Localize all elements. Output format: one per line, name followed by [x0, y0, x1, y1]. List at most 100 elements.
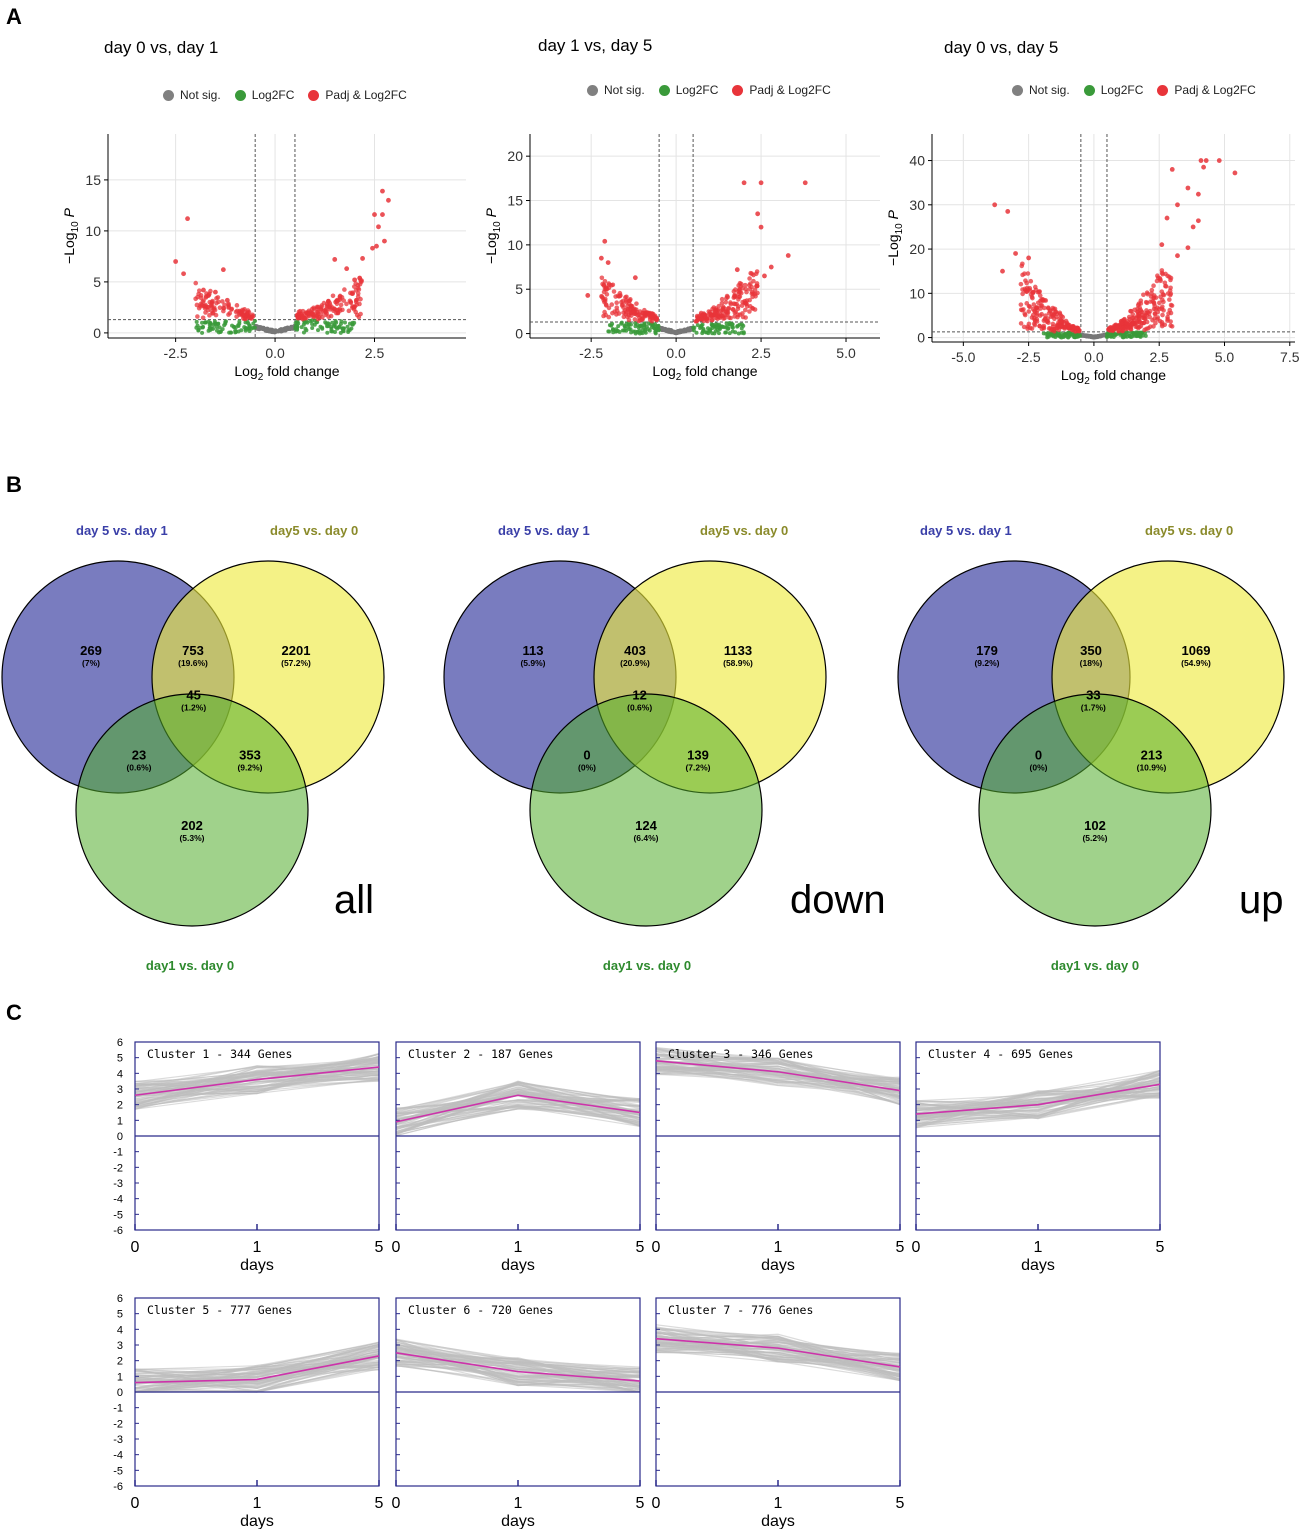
- padj-point: [196, 305, 202, 311]
- padj-point: [209, 308, 214, 314]
- legend-label: Padj & Log2FC: [1174, 83, 1256, 97]
- mean-profile-line: [395, 1094, 641, 1123]
- cluster-title: Cluster 1 - 344 Genes: [147, 1047, 292, 1061]
- padj-point: [1141, 320, 1147, 326]
- padj-point: [742, 307, 748, 313]
- volcano-plot-day0-day5: 0 10 20 30 40 -5.0 -2.5 0.0 2.5 5.0 7.5 Log2 fold c…: [885, 134, 1300, 387]
- padj-point: [758, 180, 764, 186]
- log2fc-point: [237, 321, 242, 326]
- padj-point: [1120, 325, 1126, 331]
- not-sig-point: [686, 327, 691, 332]
- venn-region-count: 1069: [1182, 643, 1211, 658]
- y-tick-label: 0: [93, 325, 101, 341]
- log2fc-point: [310, 326, 315, 331]
- padj-point: [1026, 321, 1032, 327]
- padj-point: [610, 282, 616, 288]
- padj-point: [234, 303, 240, 308]
- not-sig-point: [284, 327, 289, 332]
- padj-point: [229, 306, 235, 312]
- padj-point: [751, 278, 756, 284]
- y-tick-label: 5: [515, 281, 523, 297]
- padj-point: [1139, 309, 1145, 315]
- log2fc-point: [293, 320, 298, 325]
- padj-point: [747, 309, 752, 314]
- padj-point: [1141, 292, 1146, 298]
- cluster-title: Cluster 6 - 720 Genes: [408, 1303, 553, 1317]
- legend-label: Log2FC: [1100, 83, 1144, 97]
- y-tick-label: 30: [909, 197, 925, 213]
- y-tick-label: 20: [909, 241, 925, 257]
- log2fc-point: [196, 327, 201, 332]
- not-sig-point: [1088, 334, 1093, 339]
- y-tick-label: -1: [113, 1403, 123, 1415]
- log2fc-point: [308, 319, 313, 324]
- venn-region-count: 113: [523, 643, 544, 658]
- log2fc-point: [643, 330, 648, 335]
- y-tick-label: -3: [113, 1178, 123, 1190]
- mean-profile-line: [134, 1066, 380, 1097]
- x-tick-label: 0: [392, 1239, 401, 1256]
- log2fc-point: [653, 324, 658, 329]
- padj-point: [1195, 191, 1201, 197]
- padj-point: [720, 305, 726, 311]
- padj-point: [634, 301, 639, 306]
- log2fc-point: [714, 324, 719, 329]
- y-tick-label: 1: [117, 1115, 123, 1127]
- padj-point: [1145, 291, 1151, 297]
- venn-region-count: 12: [632, 687, 646, 702]
- padj-point: [1013, 251, 1018, 256]
- padj-point: [1026, 309, 1032, 314]
- log2fc-point: [637, 324, 642, 329]
- padj-point: [619, 299, 624, 305]
- padj-point: [1050, 321, 1056, 327]
- padj-point: [638, 313, 643, 318]
- padj-point: [1020, 291, 1025, 297]
- padj-point: [712, 309, 718, 315]
- padj-point: [1062, 324, 1068, 329]
- log2fc-point: [611, 330, 616, 335]
- venn-region-percent: (1.7%): [1081, 702, 1106, 712]
- padj-point: [1050, 313, 1055, 319]
- log2fc-point: [200, 330, 205, 335]
- log2fc-point: [301, 330, 306, 335]
- gene-profile-line: [134, 1366, 380, 1382]
- x-tick-label: 5.0: [1215, 349, 1235, 365]
- log2fc-point: [709, 322, 714, 327]
- y-tick-label: 0: [917, 330, 925, 346]
- x-axis-label: days: [761, 1513, 795, 1529]
- not-sig-point: [1092, 335, 1097, 340]
- venn-set-label: day 5 vs. day 1: [76, 523, 168, 538]
- padj-point: [1165, 314, 1170, 320]
- gene-profile-line: [915, 1080, 1161, 1109]
- venn-region-count: 45: [186, 687, 200, 702]
- padj-point: [330, 293, 336, 299]
- mean-profile-line: [134, 1355, 380, 1384]
- padj-point: [614, 300, 619, 306]
- log2fc-point: [1062, 332, 1067, 337]
- padj-point: [611, 289, 617, 294]
- padj-point: [732, 314, 737, 319]
- log2fc-point: [246, 321, 251, 326]
- x-axis-label: days: [501, 1257, 535, 1274]
- y-tick-label: 15: [85, 172, 101, 188]
- padj-point: [320, 315, 325, 320]
- venn-diagram-down: day 5 vs. day 1 day5 vs. day 0 day1 vs. da…: [443, 523, 827, 973]
- x-tick-label: -5.0: [951, 349, 975, 365]
- padj-point: [318, 306, 324, 312]
- venn-word-down: down: [790, 878, 886, 922]
- padj-point: [1185, 245, 1191, 251]
- padj-point: [1151, 283, 1156, 289]
- y-tick-label: 4: [117, 1324, 123, 1336]
- log2fc-point: [653, 330, 658, 335]
- mean-profile-line: [655, 1337, 901, 1368]
- log2fc-point: [200, 320, 205, 325]
- padj-point: [386, 197, 391, 203]
- padj-point: [1026, 255, 1032, 261]
- log2fc-point: [739, 326, 744, 331]
- venn-region-percent: (0%): [578, 763, 596, 773]
- log2fc-point: [1051, 334, 1056, 339]
- padj-point: [351, 284, 357, 289]
- padj-point: [1037, 293, 1043, 298]
- y-tick-label: 2: [117, 1100, 123, 1112]
- venn-circle-day1-day0: [529, 693, 763, 927]
